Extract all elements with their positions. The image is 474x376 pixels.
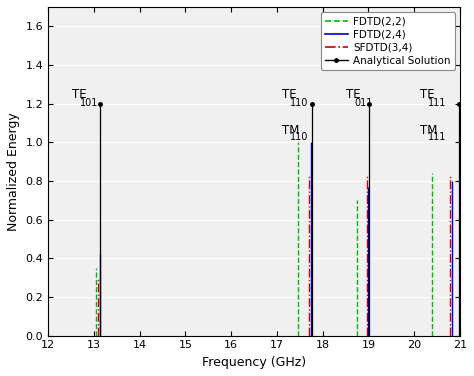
X-axis label: Frequency (GHz): Frequency (GHz) [202,356,306,369]
Text: 110: 110 [290,99,308,108]
Text: TM: TM [282,124,299,137]
Text: TE: TE [72,88,87,101]
Text: 111: 111 [428,132,447,142]
Y-axis label: Normalized Energy: Normalized Energy [7,112,20,230]
Text: 101: 101 [80,99,99,108]
Text: TM: TM [419,124,437,137]
Text: 110: 110 [290,132,308,142]
Text: TE: TE [419,88,434,101]
Text: 111: 111 [428,99,447,108]
Text: TE: TE [282,88,296,101]
Text: TE: TE [346,88,361,101]
Legend: FDTD(2,2), FDTD(2,4), SFDTD(3,4), Analytical Solution: FDTD(2,2), FDTD(2,4), SFDTD(3,4), Analyt… [321,12,455,70]
Text: 011: 011 [355,99,373,108]
